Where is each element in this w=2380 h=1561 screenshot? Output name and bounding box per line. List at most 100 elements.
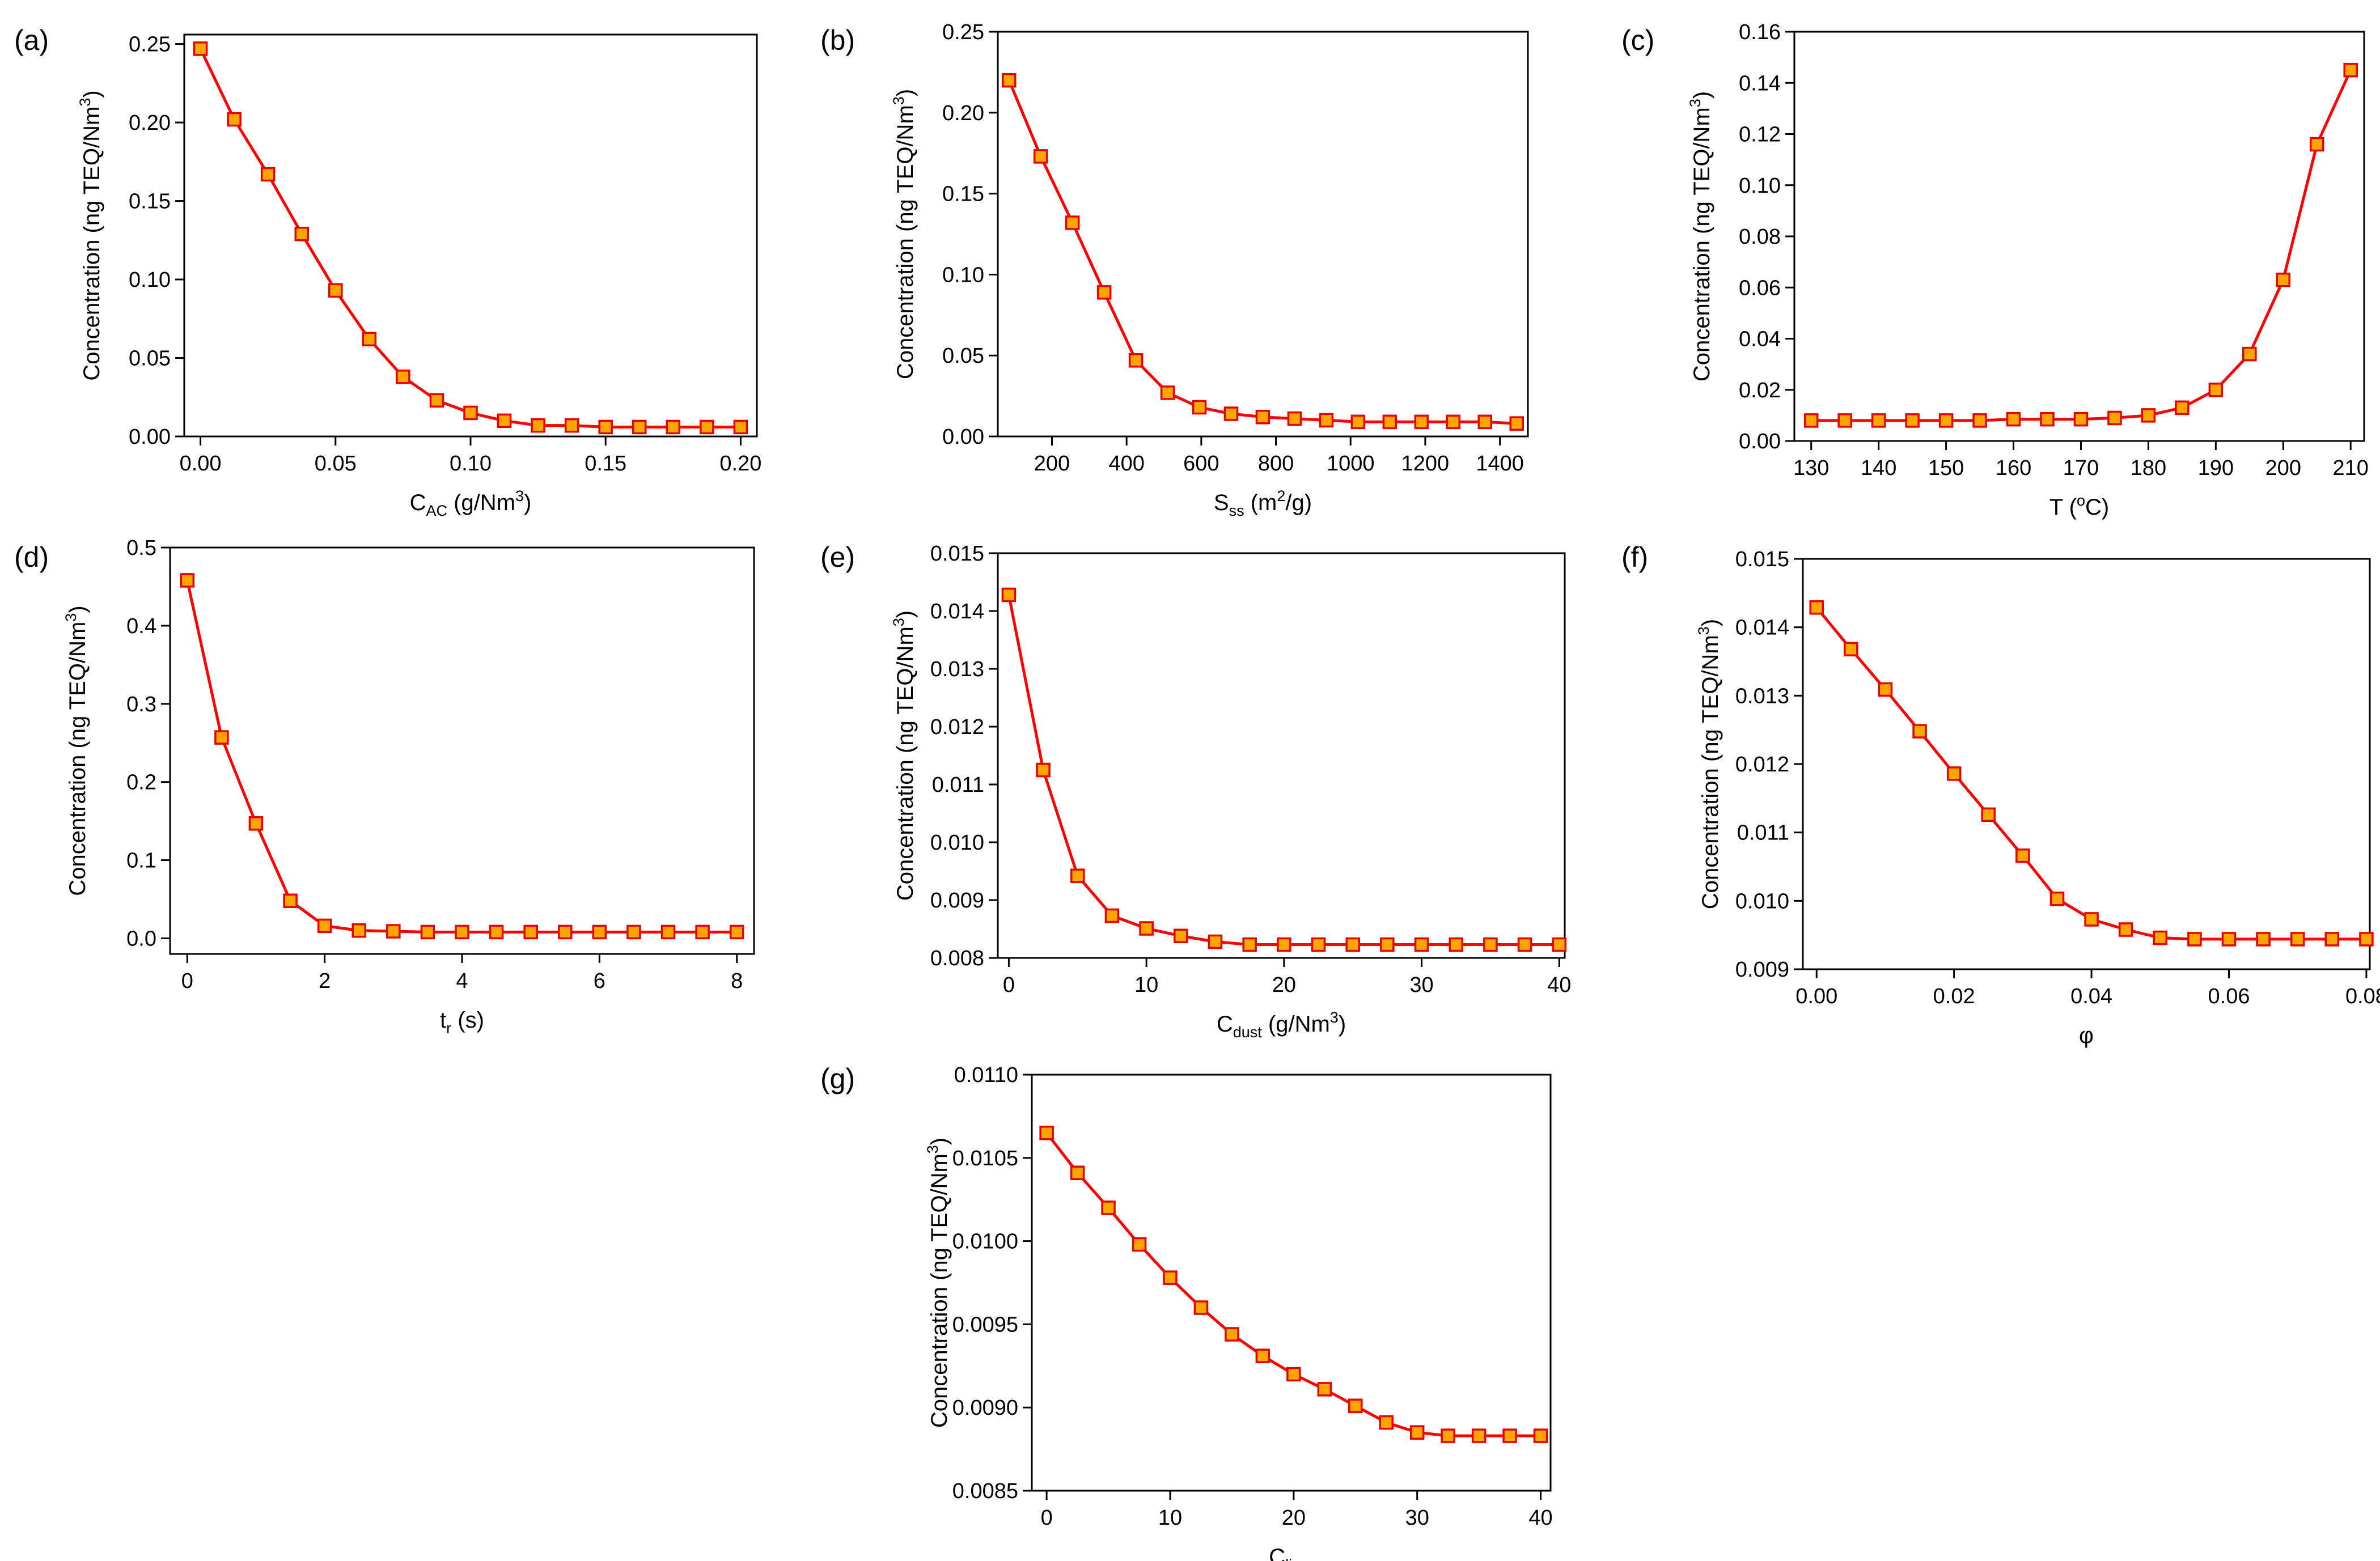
x-tick-label: 10 (1158, 1506, 1182, 1530)
x-tick-label: 10 (1134, 973, 1158, 997)
data-point (2221, 932, 2237, 947)
data-point (700, 419, 714, 435)
data-point (695, 924, 710, 940)
data-point (1096, 285, 1112, 300)
x-tick-label: 0 (1003, 973, 1015, 997)
x-tick-label: 190 (2198, 456, 2234, 480)
data-point (489, 924, 504, 940)
series-line (185, 580, 737, 934)
panel-label: (d) (14, 541, 49, 573)
x-tick-label: 0.00 (1795, 985, 1837, 1008)
data-point (317, 918, 332, 934)
data-point (1502, 1428, 1517, 1443)
data-point (2324, 932, 2340, 947)
y-tick-label: 0.0085 (952, 1479, 1018, 1503)
panel-label: (a) (14, 24, 49, 56)
data-point (328, 283, 343, 298)
x-tick-label: 0.06 (2208, 985, 2250, 1008)
data-point (1104, 908, 1120, 923)
data-point (531, 418, 545, 433)
y-axis-label: Concentration (ng TEQ/Nm3) (1687, 91, 1714, 381)
x-tick-label: 0.04 (2070, 985, 2112, 1008)
x-tick-label: 200 (1034, 452, 1070, 476)
data-point (1441, 1428, 1455, 1443)
data-point (362, 332, 377, 347)
y-tick-label: 0.00 (129, 425, 171, 449)
x-tick-label: 40 (1528, 1506, 1552, 1530)
x-tick-label: 0 (181, 969, 193, 993)
plot-frame (997, 552, 1566, 959)
series-line (1811, 69, 2352, 422)
x-tick-label: 0.20 (719, 452, 761, 476)
chart-panel-2: (b) 200 400 600 800 1000 1200 1400 0.00 0.05 0.10 0… (820, 20, 1529, 519)
data-point (1039, 1126, 1054, 1140)
y-tick-label: 0.0 (126, 927, 156, 951)
data-point (1348, 1398, 1363, 1414)
data-point (598, 419, 613, 435)
panel-label: (g) (820, 1063, 855, 1095)
series-line (1007, 79, 1517, 425)
chart-panel-3: (c) 130 140 150 160 170 180 190 200 210 0.00 0.02 0.… (1621, 20, 2369, 520)
x-axis-label: φ (2079, 1023, 2094, 1048)
series-line (1045, 1132, 1541, 1437)
data-point (386, 924, 401, 939)
x-axis-label: Sss (m2/g) (1214, 487, 1312, 519)
data-point (1311, 937, 1326, 952)
data-point (1837, 413, 1852, 428)
y-tick-label: 0.0100 (952, 1230, 1018, 1254)
y-tick-label: 0.20 (942, 101, 984, 125)
data-point (1844, 642, 1858, 657)
plot-frame (1793, 31, 2365, 442)
data-point (523, 924, 538, 940)
data-point (463, 405, 478, 421)
y-tick-label: 0.25 (942, 20, 984, 44)
y-tick-label: 0.10 (129, 268, 171, 292)
y-tick-label: 0.013 (930, 658, 984, 681)
x-tick-label: 140 (1861, 456, 1896, 480)
data-point (227, 112, 242, 127)
data-point (2309, 137, 2324, 152)
x-tick-label: 210 (2333, 456, 2369, 480)
x-tick-label: 20 (1272, 973, 1296, 997)
x-tick-label: 20 (1282, 1506, 1306, 1530)
data-point (1160, 385, 1175, 400)
x-tick-label: 160 (1996, 456, 2031, 480)
x-axis-label: Cdust (g/Nm3) (1217, 1009, 1346, 1041)
y-tick-label: 0.00 (1739, 430, 1781, 453)
data-point (1972, 413, 1987, 428)
data-point (733, 419, 748, 435)
data-point (1208, 934, 1223, 949)
x-tick-label: 4 (456, 969, 468, 993)
y-tick-label: 0.010 (1735, 889, 1789, 913)
data-point (1803, 413, 1819, 428)
panel-label: (b) (820, 24, 855, 56)
x-tick-label: 1000 (1327, 452, 1375, 476)
data-point (455, 924, 469, 940)
data-point (1001, 587, 1017, 603)
series-line (1007, 594, 1560, 946)
data-point (1946, 766, 1962, 781)
data-point (2153, 930, 2168, 945)
chart-panel-1: (a) 0.00 0.05 0.10 0.15 0.20 0.00 0.05 0.10 0.15 0… (14, 24, 761, 519)
data-point (2343, 62, 2358, 78)
data-point (1070, 1165, 1085, 1180)
data-point (1509, 416, 1524, 431)
data-point (1379, 1415, 1394, 1430)
data-point (1036, 762, 1051, 778)
x-tick-label: 0.00 (180, 452, 222, 476)
chart-panel-7: (g) 0 10 20 30 40 0.0085 0.0090 0.0095 0.0100 0.01… (820, 1063, 1553, 1561)
y-tick-label: 0.25 (129, 33, 171, 57)
data-point (2256, 932, 2271, 947)
x-tick-label: 40 (1547, 973, 1571, 997)
data-point (1345, 937, 1360, 952)
y-tick-label: 0.014 (930, 600, 984, 623)
data-point (1878, 682, 1893, 697)
y-tick-label: 0.4 (126, 614, 156, 638)
y-tick-label: 0.011 (932, 773, 984, 797)
y-tick-label: 0.16 (1739, 20, 1781, 44)
chart-panel-4: (d) 0 2 4 6 8 0.0 0.1 0.2 0.3 0.4 0.5 tr (s) Concentr… (14, 536, 755, 1037)
x-tick-label: 30 (1405, 1506, 1429, 1530)
plot-frame (183, 33, 758, 438)
y-tick-label: 0.014 (1735, 616, 1789, 640)
